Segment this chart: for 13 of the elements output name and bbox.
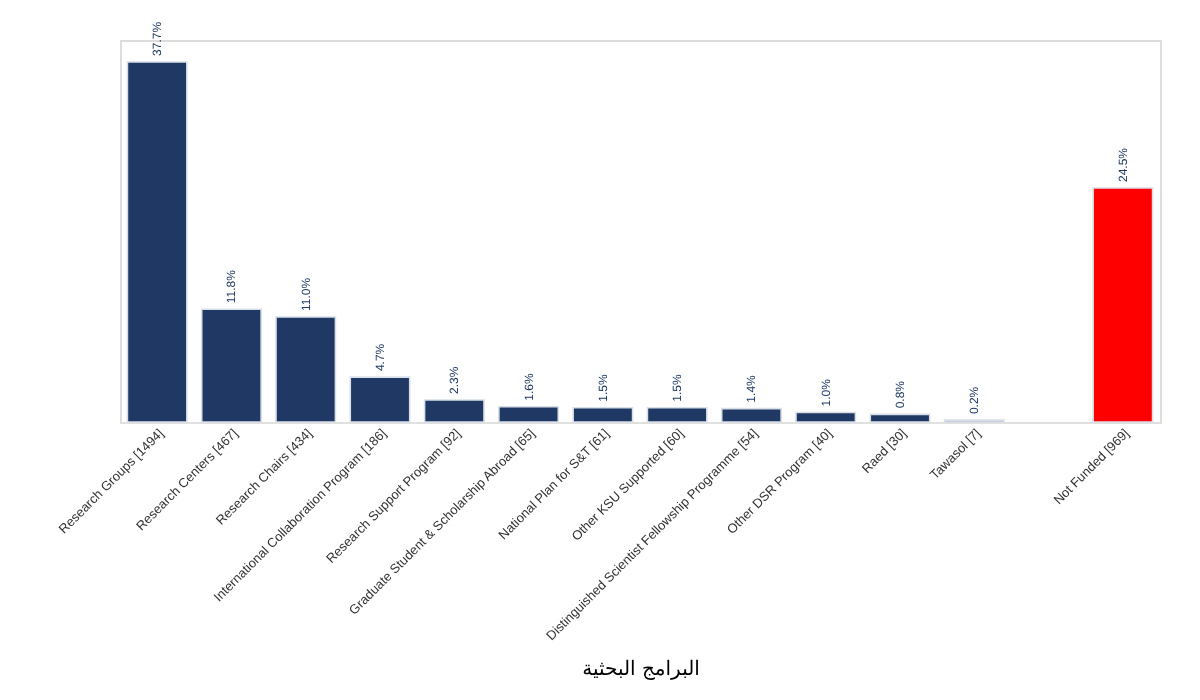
bar — [498, 405, 560, 423]
bar — [720, 407, 782, 423]
bar — [646, 406, 708, 423]
bar — [275, 316, 337, 423]
bar — [869, 413, 931, 423]
x-axis-title: البرامج البحثية — [582, 659, 700, 682]
bar — [795, 411, 857, 423]
bar — [423, 399, 485, 423]
bar — [200, 308, 262, 423]
bar — [1092, 187, 1154, 423]
bar — [572, 406, 634, 423]
bar — [349, 376, 411, 423]
bar — [126, 61, 188, 423]
